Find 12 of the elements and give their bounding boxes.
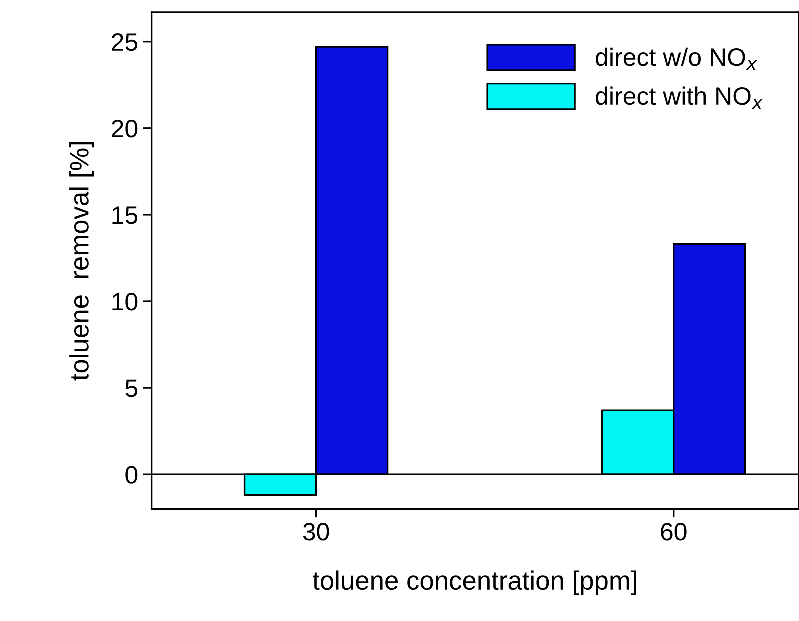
- y-axis-title: toluene removal [%]: [70, 142, 94, 381]
- y-tick-label: 0: [126, 466, 138, 484]
- x-tick-label: 30: [303, 523, 330, 541]
- y-tick-label: 5: [126, 380, 138, 398]
- y-tick-label: 10: [112, 293, 138, 311]
- y-tick-label: 20: [112, 120, 138, 138]
- y-tick-label: 25: [112, 33, 138, 52]
- y-tick-label: 15: [112, 206, 138, 224]
- legend-label: direct with NO$_{x}$: [596, 86, 763, 110]
- x-tick-label: 60: [661, 523, 687, 541]
- x-axis-title: toluene concentration [ppm]: [312, 570, 636, 596]
- legend-label: direct w/o NO$_{x}$: [596, 48, 758, 70]
